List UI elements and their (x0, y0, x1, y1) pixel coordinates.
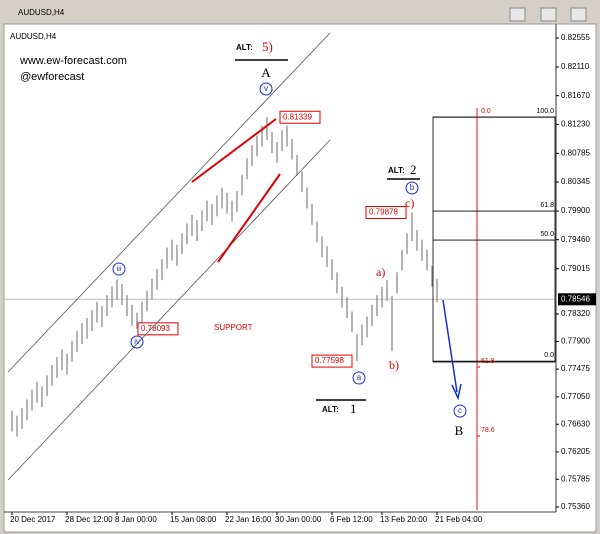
wave-circle (259, 82, 273, 96)
trend-line-upper (191, 118, 277, 183)
price-label-box (279, 110, 321, 124)
x-tick-label: 15 Jan 08:00 (170, 515, 217, 524)
fib-label: 61.8 (540, 202, 554, 209)
x-tick-label: 6 Feb 12:00 (330, 515, 373, 524)
y-tick-label: 0.80345 (561, 177, 590, 186)
wave-label: b (410, 183, 415, 192)
channel-lower (7, 139, 331, 481)
y-tick-label: 0.79900 (561, 206, 590, 215)
fib-extension-label: 78.6 (481, 427, 495, 434)
price-label: 0.77598 (315, 356, 344, 365)
window-buttons[interactable] (509, 7, 587, 22)
chart-title: AUDUSD,H4 (10, 32, 57, 41)
wave-label: b) (389, 358, 399, 372)
fib: 100.0 61.8 50.0 0.0 0.0 61.8 78.6 (433, 108, 555, 437)
y-tick-label: 0.78320 (561, 309, 590, 318)
wave-label: iii (117, 266, 122, 273)
trend-line-lower (217, 173, 281, 263)
y-tick-label: 0.82110 (561, 62, 590, 71)
y-tick-label: 0.79460 (561, 235, 590, 244)
x-tick-label: 28 Dec 12:00 (65, 515, 113, 524)
y-tick-label: 0.76205 (561, 447, 590, 456)
last-price-tag (558, 293, 596, 306)
title-bar (2, 2, 598, 22)
wave-circle (405, 181, 419, 195)
alt-label: ALT: (322, 405, 339, 414)
window-title: AUDUSD,H4 (18, 8, 65, 17)
website: www.ew-forecast.com (19, 55, 127, 67)
fib-label: 50.0 (540, 231, 554, 238)
support-label: SUPPORT (214, 323, 253, 332)
fib-label: 100.0 (536, 108, 554, 115)
wave-label: 5) (262, 39, 273, 54)
wave-label: c) (405, 196, 414, 210)
chart-area (3, 23, 597, 533)
y-tick-label: 0.81230 (561, 119, 590, 128)
maximize-button[interactable] (540, 7, 557, 22)
y-tick-label: 0.77900 (561, 337, 590, 346)
y-tick-label: 0.81670 (561, 91, 590, 100)
wave-circle (112, 262, 126, 276)
last-price-label: 0.78546 (561, 294, 590, 303)
price-label: 0.78093 (141, 324, 170, 333)
wave-circle (453, 404, 467, 418)
channel-upper (7, 32, 331, 373)
wave-label: 2 (410, 162, 417, 177)
y-tick-label: 0.79015 (561, 264, 590, 273)
wave-label: a (357, 373, 362, 382)
bars: 0.81339 0.78093 0.77598 0.79878 (4, 110, 556, 437)
price-label: 0.79878 (369, 208, 398, 217)
y-tick-label: 0.77050 (561, 392, 590, 401)
wave-label: v (264, 84, 268, 93)
fib-extension-label: 0.0 (481, 108, 491, 115)
arrow-head (451, 383, 462, 401)
projection-arrow (442, 299, 458, 393)
x-tick-label: 22 Jan 16:00 (225, 515, 272, 524)
twitter: @ewforecast (20, 71, 84, 83)
x-tick-label: 8 Jan 00:00 (115, 515, 157, 524)
wave-label: B (455, 423, 464, 438)
axes: 0.82555 0.82110 0.81670 0.81230 0.80785 0.803… (10, 33, 596, 524)
fib-extension-label: 61.8 (481, 358, 495, 365)
x-tick-label: 13 Feb 20:00 (380, 515, 428, 524)
close-button[interactable] (570, 7, 587, 22)
wave-label: A (261, 65, 271, 80)
wave-label: a) (376, 265, 385, 279)
y-tick-label: 0.75360 (561, 502, 590, 511)
price-label-box (365, 205, 407, 219)
y-tick-label: 0.82555 (561, 33, 590, 42)
wave-circle (130, 335, 144, 349)
wave-label: iv (134, 337, 140, 346)
y-tick-label: 0.77475 (561, 364, 590, 373)
y-tick-label: 0.75785 (561, 474, 590, 483)
x-tick-label: 30 Jan 00:00 (275, 515, 322, 524)
alt-label: ALT: (388, 166, 405, 175)
x-tick-label: 20 Dec 2017 (10, 515, 56, 524)
y-tick-label: 0.80785 (561, 148, 590, 157)
fib-label: 0.0 (544, 352, 554, 359)
wave-label: c (458, 406, 462, 415)
price-label-box (311, 354, 353, 368)
wave-circle (352, 371, 366, 385)
minimize-button[interactable] (509, 7, 526, 22)
price-label: 0.81339 (283, 112, 312, 121)
wave-label: 1 (350, 401, 357, 416)
y-tick-label: 0.76630 (561, 419, 590, 428)
alt-label: ALT: (236, 43, 253, 52)
x-tick-label: 21 Feb 04:00 (435, 515, 483, 524)
